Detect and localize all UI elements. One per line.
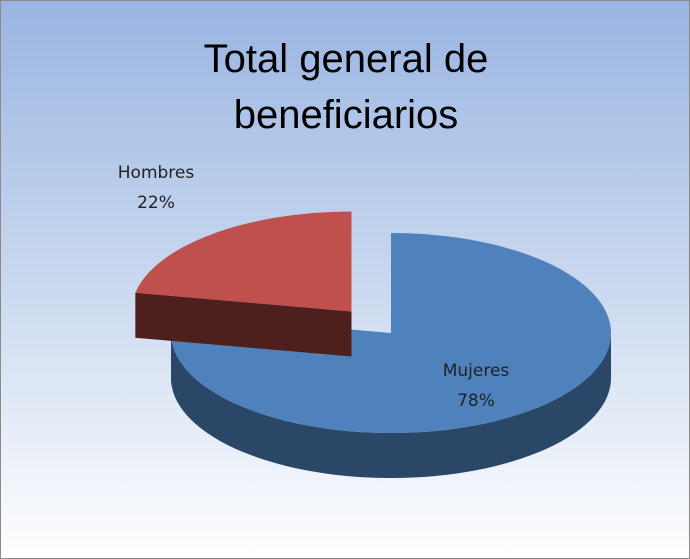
slice-side xyxy=(171,333,611,478)
slice xyxy=(135,211,352,312)
slice-label-value: 78% xyxy=(457,391,495,411)
slice-cut-shade xyxy=(135,292,352,357)
chart-title: Total general de beneficiarios xyxy=(203,37,489,137)
slice-label-value: 22% xyxy=(137,193,175,213)
slice-side-shade xyxy=(171,333,611,478)
slice-label-name: Hombres xyxy=(118,163,195,183)
slice-label-name: Mujeres xyxy=(443,361,510,381)
slice xyxy=(171,233,611,434)
